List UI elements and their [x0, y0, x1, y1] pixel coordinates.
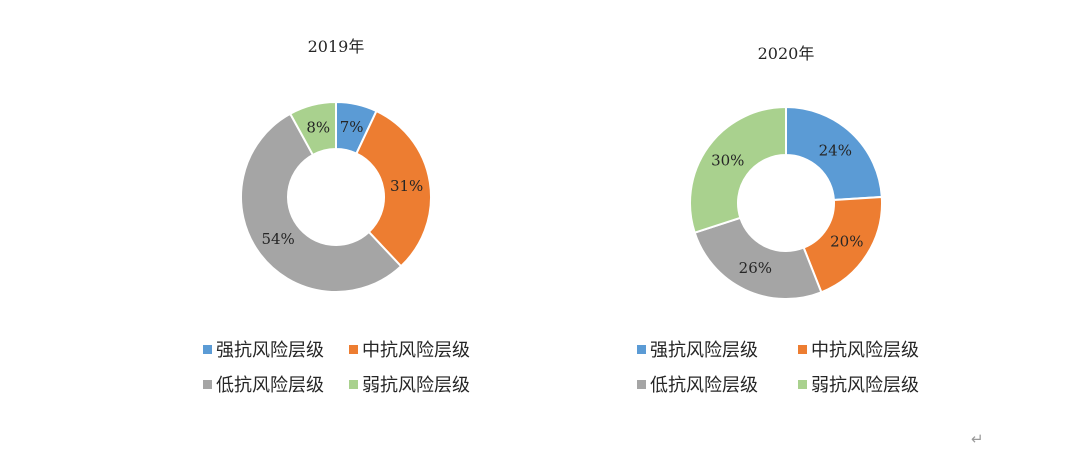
slice-label-2: 31% — [390, 177, 423, 195]
chart-title: 2019年 — [308, 37, 365, 56]
legend-label: 低抗风险层级 — [216, 375, 324, 396]
legend-item-3: 低抗风险层级 — [203, 375, 324, 396]
legend-label: 弱抗风险层级 — [362, 375, 470, 396]
slice-2 — [355, 109, 432, 268]
legend-item-4: 弱抗风险层级 — [349, 375, 470, 396]
slice-3 — [240, 112, 403, 293]
legend-swatch — [637, 380, 646, 389]
legend-item-1: 强抗风险层级 — [637, 340, 758, 361]
slice-label-1: 24% — [819, 142, 852, 160]
legend-label: 中抗风险层级 — [811, 340, 919, 361]
legend-swatch — [349, 380, 358, 389]
chart-title: 2020年 — [758, 44, 815, 63]
legend-swatch — [637, 345, 646, 354]
paragraph-mark: ↵ — [971, 430, 984, 448]
legend-item-2: 中抗风险层级 — [798, 340, 919, 361]
slice-label-4: 8% — [306, 119, 330, 137]
legend-label: 强抗风险层级 — [650, 340, 758, 361]
legend-label: 弱抗风险层级 — [811, 375, 919, 396]
legend-item-4: 弱抗风险层级 — [798, 375, 919, 396]
legend-swatch — [798, 345, 807, 354]
legend-swatch — [203, 380, 212, 389]
legend-label: 中抗风险层级 — [362, 340, 470, 361]
slice-3 — [693, 216, 823, 300]
legend-item-2: 中抗风险层级 — [349, 340, 470, 361]
slice-4 — [288, 100, 337, 157]
slice-1 — [785, 105, 883, 202]
slice-label-4: 30% — [711, 152, 744, 170]
legend-swatch — [798, 380, 807, 389]
legend-item-3: 低抗风险层级 — [637, 375, 758, 396]
slice-label-3: 26% — [739, 259, 772, 277]
legend-item-1: 强抗风险层级 — [203, 340, 324, 361]
legend-swatch — [349, 345, 358, 354]
legend-swatch — [203, 345, 212, 354]
slice-label-1: 7% — [340, 118, 364, 136]
slice-label-3: 54% — [261, 230, 294, 248]
slice-4 — [689, 105, 787, 234]
legend-label: 强抗风险层级 — [216, 340, 324, 361]
legend-label: 低抗风险层级 — [650, 375, 758, 396]
slice-label-2: 20% — [830, 233, 863, 251]
